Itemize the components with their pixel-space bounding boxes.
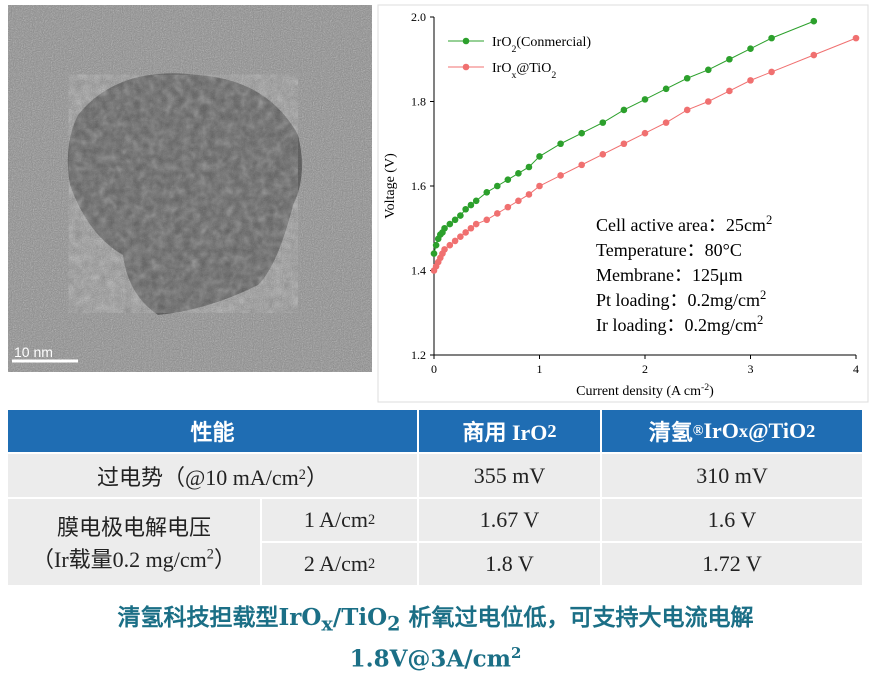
data-point xyxy=(768,34,775,42)
tem-image: 10 nm xyxy=(8,5,372,372)
data-point xyxy=(683,106,691,114)
data-point xyxy=(494,210,501,217)
annotation: Pt loading：0.2mg/cm2 xyxy=(596,288,766,310)
cell-line: 膜电极电解电压 xyxy=(56,515,211,540)
caption: 清氢科技担载型IrOx/TiO2 析氧过电位低，可支持大电流电解 xyxy=(117,604,754,636)
data-point xyxy=(557,172,564,179)
data-point xyxy=(472,220,480,228)
table-cell: 1.67 V xyxy=(419,499,600,541)
data-point xyxy=(747,45,754,52)
data-point xyxy=(536,153,543,160)
data-point xyxy=(578,129,585,137)
data-point xyxy=(641,129,649,137)
data-point xyxy=(483,216,491,224)
data-point xyxy=(451,216,459,224)
data-point xyxy=(683,74,691,82)
data-point xyxy=(457,212,464,219)
legend-label: IrOx@TiO2 xyxy=(492,61,556,81)
cell-line: （Ir载量0.2 mg/cm2） xyxy=(32,546,236,572)
y-axis-label: Voltage (V) xyxy=(383,153,398,219)
table-cell: 1.8 V xyxy=(419,543,600,585)
data-point xyxy=(432,241,440,249)
table-cell: 商用 IrO 2 xyxy=(419,410,600,452)
y-tick-label: 1.2 xyxy=(411,348,426,362)
x-tick-label: 1 xyxy=(537,362,543,376)
data-point xyxy=(525,191,533,198)
table-cell: 2 A/cm 2 xyxy=(262,543,417,585)
data-point xyxy=(557,140,564,148)
x-tick-label: 2 xyxy=(642,362,648,376)
chart: 1.2 1.4 1.6 1.8 2.0 0 1 2 3 4 Current density (A c… xyxy=(377,4,869,403)
data-point xyxy=(515,170,522,177)
y-tick-label: 1.4 xyxy=(411,264,426,278)
data-point xyxy=(641,96,649,103)
legend-label: IrO2(Conmercial) xyxy=(492,35,591,55)
table-cell: 1 A/cm 2 xyxy=(262,499,417,541)
data-point xyxy=(441,224,448,232)
data-point xyxy=(726,87,733,95)
data-point xyxy=(446,220,454,228)
data-point xyxy=(467,201,475,209)
data-point xyxy=(536,182,543,190)
legend-marker xyxy=(462,37,470,45)
annotation: Cell active area：25cm2 xyxy=(596,213,772,235)
data-point xyxy=(599,151,607,158)
data-point xyxy=(810,51,818,59)
data-point xyxy=(467,224,475,232)
data-point xyxy=(662,85,670,93)
data-point xyxy=(705,98,712,105)
data-point xyxy=(446,241,454,249)
data-point xyxy=(726,55,733,63)
annotation: Ir loading：0.2mg/cm2 xyxy=(596,313,763,335)
legend-marker xyxy=(462,63,470,71)
data-point xyxy=(462,205,469,213)
data-point xyxy=(430,250,438,257)
data-point xyxy=(620,106,628,114)
scale-label: 10 nm xyxy=(14,344,53,360)
table-cell: 清氢 ® IrO x @TiO 2 xyxy=(602,410,862,452)
y-tick-label: 1.6 xyxy=(411,179,426,193)
data-point xyxy=(768,68,775,76)
data-point xyxy=(457,233,464,240)
table-cell: 膜电极电解电压 （Ir载量0.2 mg/cm2） xyxy=(8,499,260,585)
data-point xyxy=(705,66,712,74)
y-tick-label: 1.8 xyxy=(411,95,426,109)
annotation: Membrane：125μm xyxy=(596,265,743,285)
data-point xyxy=(578,161,585,169)
data-point xyxy=(747,77,754,84)
chart-frame xyxy=(377,4,869,403)
table-cell: 过电势（@10 mA/cm 2） xyxy=(8,454,417,497)
data-point xyxy=(504,203,512,211)
data-point xyxy=(515,197,522,205)
caption: 1.8V@3A/cm2 xyxy=(349,644,522,673)
data-point xyxy=(472,197,480,205)
table-cell: 1.6 V xyxy=(602,499,862,541)
data-point xyxy=(599,119,607,126)
table-cell: 1.72 V xyxy=(602,543,862,585)
data-point xyxy=(810,17,818,25)
table-cell: 355 mV xyxy=(419,454,600,497)
table-cell: 310 mV xyxy=(602,454,862,497)
data-point xyxy=(662,119,670,126)
data-point xyxy=(525,163,533,171)
data-point xyxy=(494,182,501,190)
x-tick-label: 0 xyxy=(431,362,437,376)
data-point xyxy=(504,176,512,183)
table-cell: 性能 xyxy=(8,410,417,452)
data-point xyxy=(441,246,448,253)
x-axis-label: Current density (A cm-2) xyxy=(576,382,714,400)
y-tick-label: 2.0 xyxy=(411,10,426,24)
x-tick-label: 4 xyxy=(853,362,859,376)
x-tick-label: 3 xyxy=(748,362,754,376)
data-point xyxy=(451,237,459,245)
data-point xyxy=(483,189,491,196)
data-point xyxy=(852,34,860,42)
annotation: Temperature：80°C xyxy=(596,240,742,260)
data-point xyxy=(620,140,628,148)
data-point xyxy=(462,229,469,236)
